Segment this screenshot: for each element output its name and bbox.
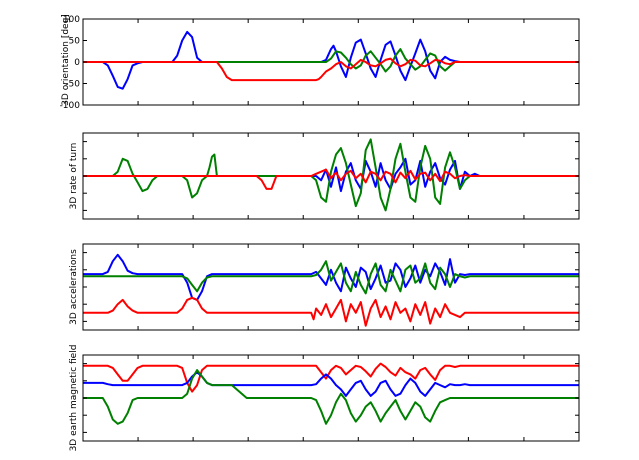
ylabel-orientation: 3D orientation [deg] xyxy=(61,14,71,106)
series-line-1-0 xyxy=(83,157,579,193)
subplot-accelerations: 3D accelerations xyxy=(69,243,580,331)
subplot-orientation: 3D orientation [deg] -100 -50 0 50 100 xyxy=(60,14,580,111)
series-line-0-1 xyxy=(83,48,579,73)
series-line-1-2 xyxy=(83,168,579,190)
series-line-3-0 xyxy=(83,362,579,393)
series-line-0-2 xyxy=(83,57,579,82)
subplot-magnetic-field: 3D earth magnetic field xyxy=(69,345,580,452)
y-tick-label: 0 xyxy=(74,58,80,68)
series-line-3-2 xyxy=(83,369,579,425)
y-tick-label: 100 xyxy=(63,15,80,25)
series-line-1-1 xyxy=(83,138,579,212)
y-tick-label: -100 xyxy=(60,101,81,111)
y-tick-label: 50 xyxy=(69,37,81,47)
ylabel-rate-of-turn: 3D rate of turn xyxy=(69,143,79,210)
ylabel-magnetic-field: 3D earth magnetic field xyxy=(69,345,79,452)
subplot-rate-of-turn: 3D rate of turn xyxy=(69,132,580,220)
series-line-2-2 xyxy=(83,296,579,327)
y-tick-label: -50 xyxy=(65,80,80,90)
series-line-2-0 xyxy=(83,253,579,301)
ylabel-accelerations: 3D accelerations xyxy=(69,249,79,325)
series-line-2-1 xyxy=(83,260,579,295)
